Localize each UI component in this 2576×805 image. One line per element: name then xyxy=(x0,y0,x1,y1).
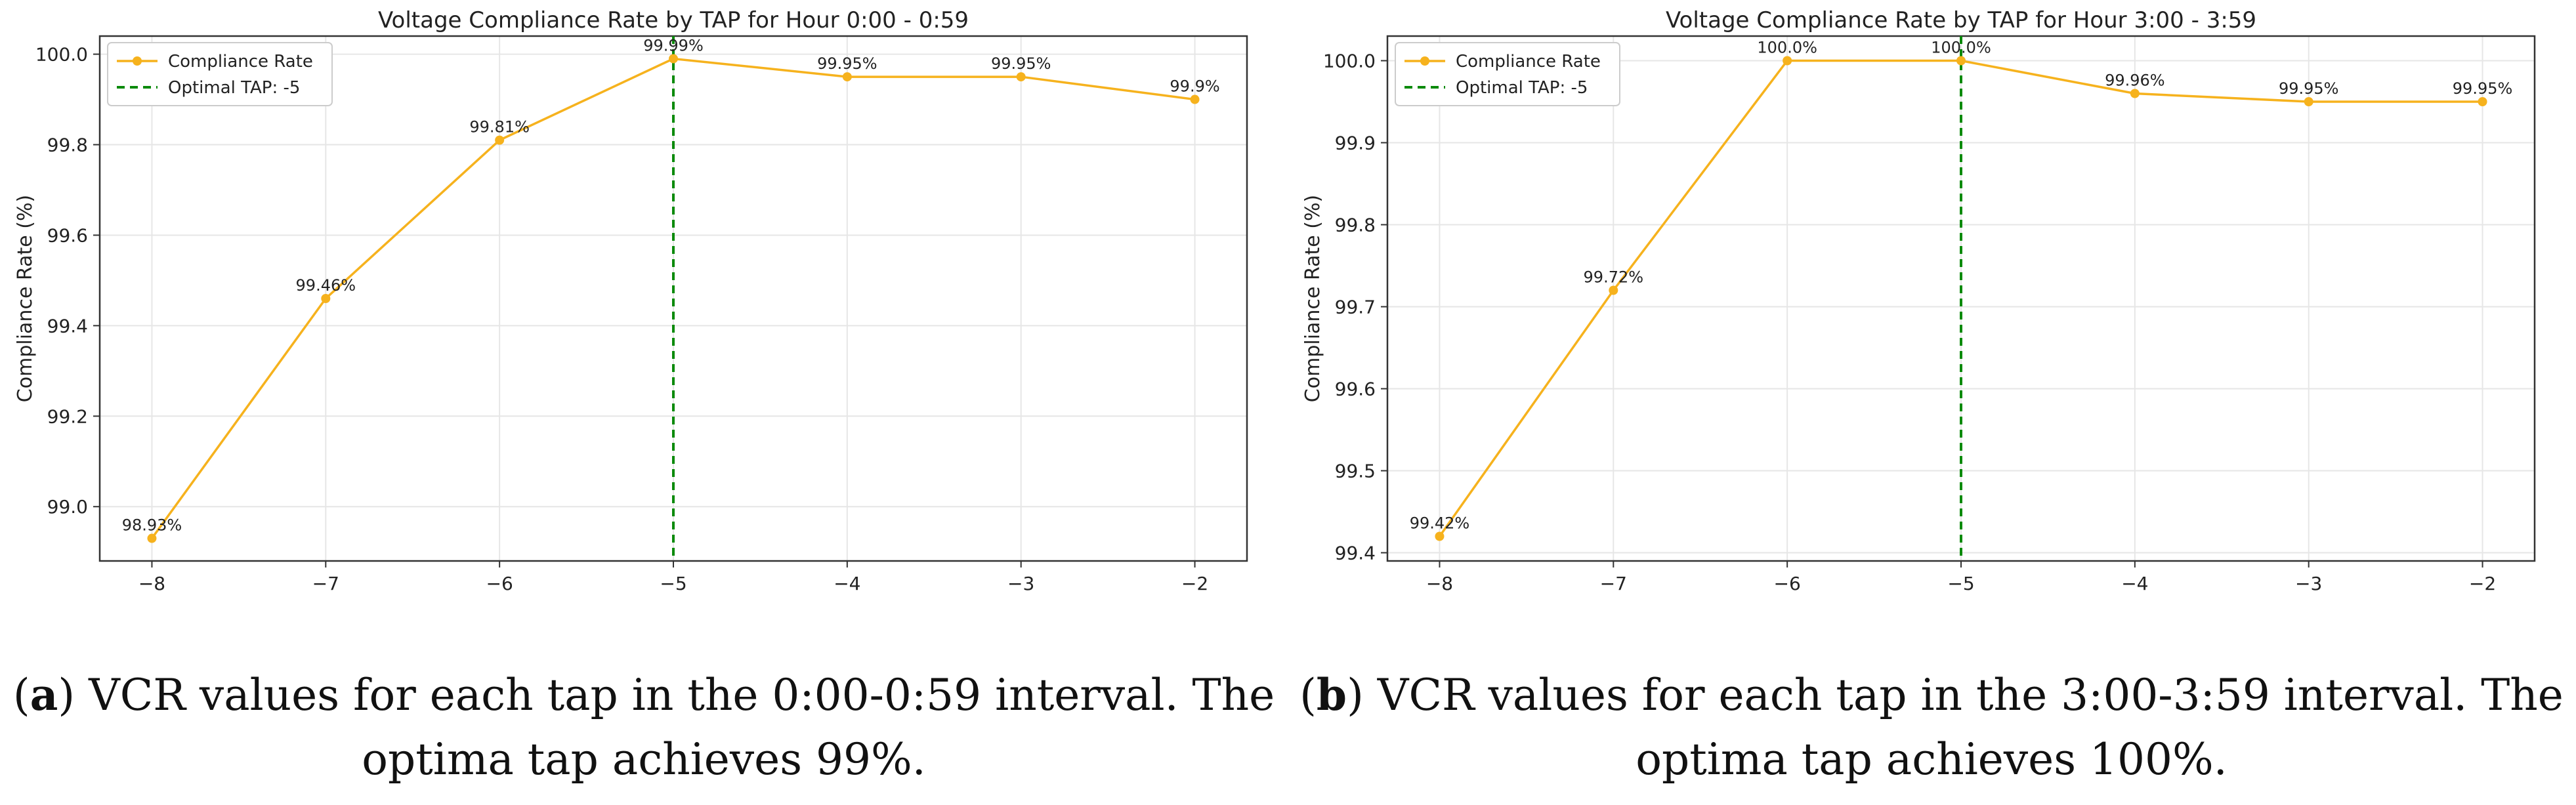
data-label: 99.72% xyxy=(1584,268,1644,287)
legend-label-optimal: Optimal TAP: -5 xyxy=(1456,78,1588,98)
y-axis-label: Compliance Rate (%) xyxy=(14,195,37,402)
x-tick-label: −7 xyxy=(1600,573,1627,590)
y-tick-label: 99.5 xyxy=(1335,461,1376,482)
data-label: 99.46% xyxy=(296,276,356,295)
data-point xyxy=(669,54,678,64)
chart-compliance-hour-0: Voltage Compliance Rate by TAP for Hour … xyxy=(14,7,1248,590)
figure-panel-b: Voltage Compliance Rate by TAP for Hour … xyxy=(1288,0,2575,805)
figure-caption-a: (a) VCR values for each tap in the 0:00-… xyxy=(0,663,1288,792)
y-tick-label: 99.4 xyxy=(1335,543,1376,564)
data-point xyxy=(495,135,505,145)
y-tick-label: 100.0 xyxy=(1323,51,1376,72)
x-tick-label: −4 xyxy=(834,573,860,590)
caption-letter: a xyxy=(30,669,58,720)
x-tick-label: −3 xyxy=(2295,573,2322,590)
caption-line-1: (b) VCR values for each tap in the 3:00-… xyxy=(1299,669,2564,720)
data-point xyxy=(321,294,331,303)
data-label: 99.95% xyxy=(991,54,1051,73)
legend-marker-compliance xyxy=(1420,56,1429,66)
caption-text: VCR values for each tap in the 3:00-3:59… xyxy=(1377,670,2564,720)
data-label: 100.0% xyxy=(1931,39,1991,57)
x-tick-label: −6 xyxy=(1774,573,1801,590)
data-label: 99.9% xyxy=(1170,77,1219,96)
data-label: 99.99% xyxy=(643,36,704,54)
x-tick-label: −8 xyxy=(1426,573,1453,590)
data-point xyxy=(2478,97,2487,106)
legend-box xyxy=(1395,42,1620,106)
data-label: 99.96% xyxy=(2105,72,2165,90)
chart-compliance-hour-3: Voltage Compliance Rate by TAP for Hour … xyxy=(1301,7,2536,590)
x-tick-label: −5 xyxy=(1947,573,1974,590)
figure-caption-b: (b) VCR values for each tap in the 3:00-… xyxy=(1288,663,2575,792)
y-tick-label: 99.0 xyxy=(47,496,88,518)
data-point xyxy=(1783,56,1792,66)
data-label: 99.95% xyxy=(817,54,877,73)
data-point xyxy=(1016,72,1026,82)
figure-panel-a: Voltage Compliance Rate by TAP for Hour … xyxy=(0,7,1288,792)
legend-label-optimal: Optimal TAP: -5 xyxy=(168,78,300,98)
y-tick-label: 100.0 xyxy=(35,44,88,66)
y-tick-label: 99.6 xyxy=(47,224,88,246)
chart-title: Voltage Compliance Rate by TAP for Hour … xyxy=(378,7,969,33)
data-label: 100.0% xyxy=(1757,39,1817,57)
data-point xyxy=(842,72,852,82)
legend-label-compliance: Compliance Rate xyxy=(168,52,313,72)
legend-label-compliance: Compliance Rate xyxy=(1456,52,1601,72)
x-tick-label: −7 xyxy=(312,573,339,590)
data-point xyxy=(1435,531,1445,541)
legend-marker-compliance xyxy=(133,56,142,66)
caption-line-2: optima tap achieves 99%. xyxy=(362,734,926,785)
data-point xyxy=(2304,97,2313,106)
data-point xyxy=(1609,285,1618,295)
data-label: 99.42% xyxy=(1410,514,1470,533)
y-tick-label: 99.6 xyxy=(1335,379,1376,400)
y-tick-label: 99.7 xyxy=(1335,297,1376,318)
caption-line-2: optima tap achieves 100%. xyxy=(1636,734,2228,785)
data-point xyxy=(1190,94,1200,104)
y-tick-label: 99.9 xyxy=(1335,133,1376,154)
chart-title: Voltage Compliance Rate by TAP for Hour … xyxy=(1666,7,2256,33)
caption-letter: b xyxy=(1316,669,1347,720)
data-label: 99.95% xyxy=(2453,79,2513,98)
data-point xyxy=(2130,89,2140,98)
x-tick-label: −6 xyxy=(486,573,513,590)
legend-box xyxy=(107,42,333,106)
y-axis-label: Compliance Rate (%) xyxy=(1301,195,1324,402)
x-tick-label: −3 xyxy=(1007,573,1034,590)
x-tick-label: −4 xyxy=(2121,573,2148,590)
caption-line-1: (a) VCR values for each tap in the 0:00-… xyxy=(12,669,1275,720)
x-tick-label: −2 xyxy=(1181,573,1208,590)
caption-text: VCR values for each tap in the 0:00-0:59… xyxy=(89,670,1275,720)
data-point xyxy=(147,533,157,543)
data-label: 99.95% xyxy=(2279,79,2339,98)
y-tick-label: 99.8 xyxy=(47,134,88,156)
data-point xyxy=(1956,56,1966,66)
y-tick-label: 99.4 xyxy=(47,315,88,337)
data-label: 98.93% xyxy=(122,516,182,535)
y-tick-label: 99.8 xyxy=(1335,215,1376,236)
x-tick-label: −2 xyxy=(2469,573,2496,590)
data-label: 99.81% xyxy=(469,118,530,136)
x-tick-label: −5 xyxy=(660,573,686,590)
y-tick-label: 99.2 xyxy=(47,405,88,427)
x-tick-label: −8 xyxy=(138,573,165,590)
